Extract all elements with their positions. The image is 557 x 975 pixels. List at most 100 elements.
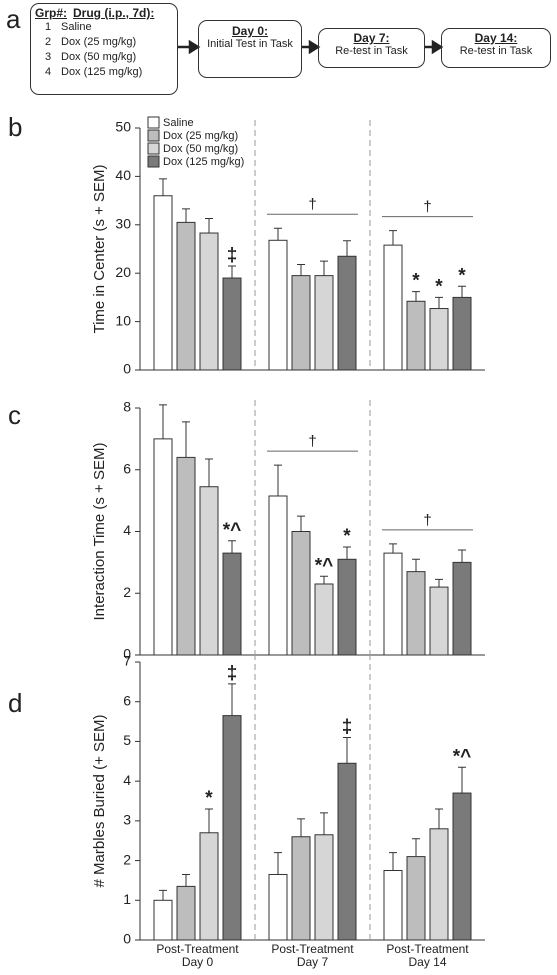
bar xyxy=(429,828,449,941)
error-bar xyxy=(159,404,167,439)
error-bar xyxy=(274,227,282,241)
error-bar xyxy=(412,838,420,857)
y-tick-label: 40 xyxy=(115,167,131,183)
bar xyxy=(406,571,426,656)
bar xyxy=(383,552,403,656)
header: Drug (i.p., 7d): xyxy=(73,6,155,20)
bar xyxy=(406,856,426,941)
panel-label: d xyxy=(8,688,23,718)
significance-marker: *^ xyxy=(453,746,472,767)
header: Grp#: xyxy=(35,6,68,20)
y-tick-label: 2 xyxy=(123,584,131,600)
bar xyxy=(383,870,403,941)
bar xyxy=(153,195,173,371)
error-bar xyxy=(389,230,397,246)
bar xyxy=(268,495,288,656)
y-axis-label: Interaction Time (s + SEM) xyxy=(91,443,108,621)
legend-swatch xyxy=(147,155,160,168)
error-bar xyxy=(320,812,328,835)
y-tick-label: 6 xyxy=(123,460,131,476)
error-bar xyxy=(159,889,167,901)
error-bar xyxy=(297,818,305,837)
bar xyxy=(314,834,334,941)
group-drug: Saline xyxy=(61,21,92,33)
group-drug: Dox (50 mg/kg) xyxy=(61,51,137,63)
bar xyxy=(153,899,173,941)
significance-marker: * xyxy=(435,276,443,297)
y-tick-label: 4 xyxy=(123,772,131,788)
error-bar xyxy=(274,464,282,496)
diagram-arrows xyxy=(178,39,444,55)
y-axis-label: Time in Center (s + SEM) xyxy=(91,164,108,333)
bar xyxy=(199,232,219,371)
bar xyxy=(337,558,357,656)
group-marker: † xyxy=(423,512,431,529)
step-text: Re-test in Task xyxy=(335,45,408,57)
bar xyxy=(291,836,311,941)
legend-label: Dox (25 mg/kg) xyxy=(163,130,238,142)
significance-marker: ‡ xyxy=(227,245,238,266)
significance-marker: * xyxy=(458,265,466,286)
step-box: Day 0: Initial Test in Task xyxy=(198,20,302,78)
y-tick-label: 3 xyxy=(123,812,131,828)
step-box: Day 7: Re-test in Task xyxy=(318,28,425,68)
bar xyxy=(314,583,334,656)
error-bar xyxy=(389,852,397,871)
error-bar xyxy=(458,766,466,794)
error-bar xyxy=(435,808,443,829)
bar xyxy=(176,456,196,656)
bar xyxy=(337,762,357,941)
error-bar xyxy=(343,240,351,257)
error-bar xyxy=(412,558,420,572)
y-tick-label: 5 xyxy=(123,732,131,748)
bar xyxy=(176,885,196,941)
error-bar xyxy=(228,540,236,554)
y-tick-label: 0 xyxy=(123,931,131,947)
y-tick-label: 7 xyxy=(123,653,131,669)
group-number: 2 xyxy=(44,36,52,48)
bar xyxy=(199,832,219,941)
bar xyxy=(291,275,311,371)
y-tick-label: 6 xyxy=(123,692,131,708)
error-bar xyxy=(320,575,328,584)
bar xyxy=(199,486,219,656)
bar xyxy=(383,244,403,371)
legend-label: Dox (125 mg/kg) xyxy=(163,156,244,168)
y-tick-label: 4 xyxy=(123,522,131,538)
step-title: Day 0: xyxy=(231,24,269,38)
group-box: Grp#: Drug (i.p., 7d): 1 Saline 2 Dox (25 mg… xyxy=(30,3,178,95)
step-text: Re-test in Task xyxy=(459,45,533,57)
bar xyxy=(176,221,196,371)
error-bar xyxy=(412,291,420,302)
y-axis-label: # Marbles Buried (+ SEM) xyxy=(91,715,108,888)
error-bar xyxy=(182,208,190,223)
y-tick-label: 0 xyxy=(123,361,131,377)
y-tick-label: 50 xyxy=(115,119,131,135)
error-bar xyxy=(205,458,213,487)
group-number: 4 xyxy=(44,66,52,78)
x-tick-label: Post-Treatment Day 14 xyxy=(386,942,469,969)
x-tick-label: Post-Treatment Day 0 xyxy=(156,942,239,969)
y-tick-label: 0 xyxy=(123,646,131,662)
x-tick-label: Post-Treatment Day 7 xyxy=(271,942,354,969)
bar xyxy=(452,561,472,656)
significance-marker: * xyxy=(343,526,351,547)
group-row: 3 Dox (50 mg/kg) xyxy=(35,50,173,65)
error-bar xyxy=(228,265,236,279)
legend-label: Saline xyxy=(163,117,194,129)
bar xyxy=(406,300,426,371)
bar xyxy=(429,308,449,371)
error-bar xyxy=(320,260,328,276)
step-text: Initial Test in Task xyxy=(207,38,293,50)
significance-marker: *^ xyxy=(315,555,334,576)
group-drug: Dox (125 mg/kg) xyxy=(61,66,143,78)
error-bar xyxy=(297,263,305,276)
step-title: Day 14: xyxy=(474,31,518,45)
group-row: 4 Dox (125 mg/kg) xyxy=(35,65,173,80)
error-bar xyxy=(228,683,236,716)
error-bar xyxy=(343,546,351,560)
bar xyxy=(222,552,242,656)
bar xyxy=(153,438,173,656)
error-bar xyxy=(182,873,190,887)
